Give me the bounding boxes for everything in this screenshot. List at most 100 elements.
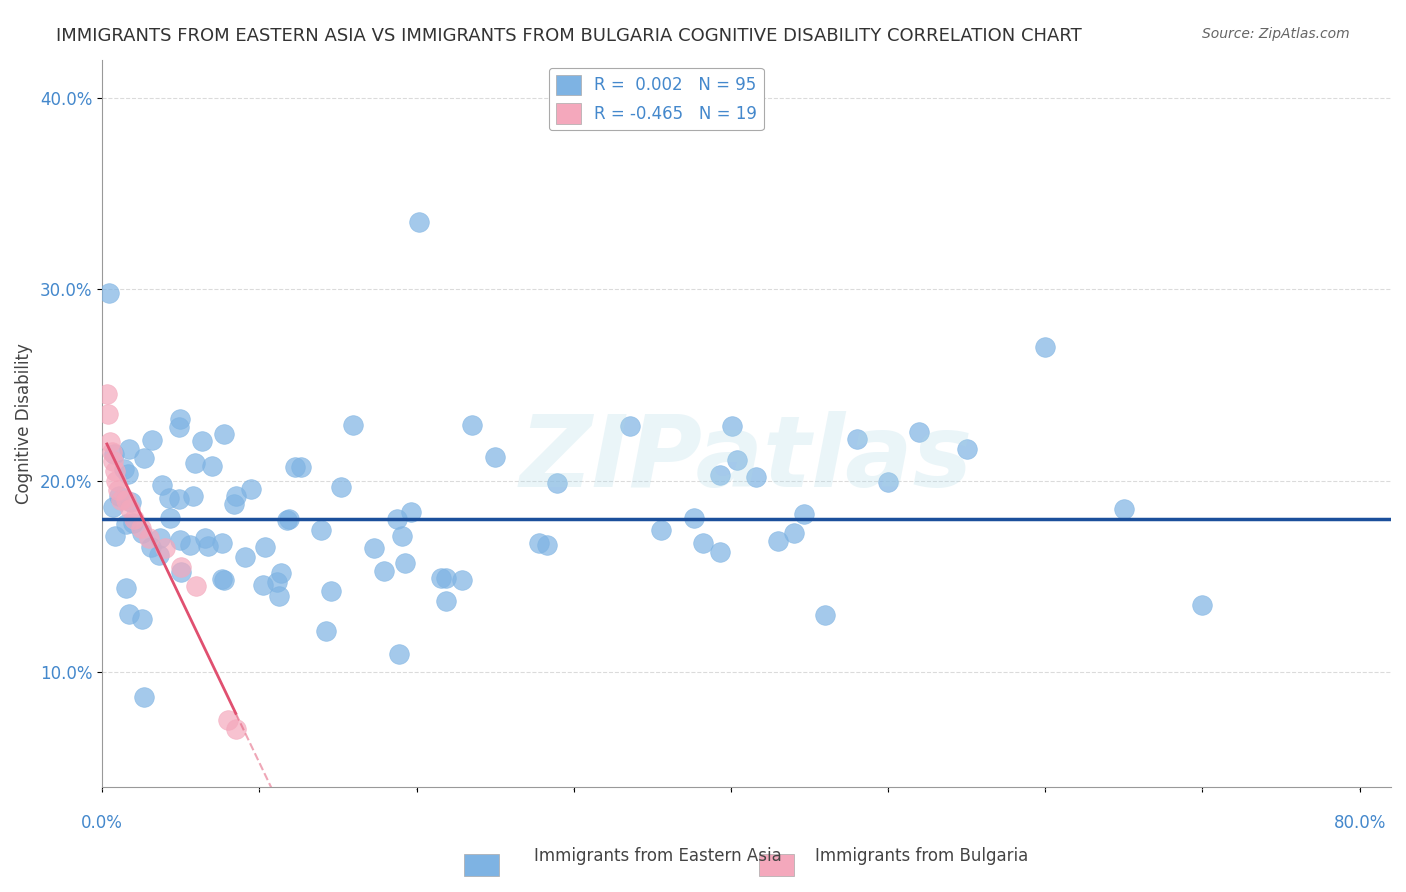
Point [132, 690, 155, 704]
Point [169, 491, 191, 506]
Point [214, 574, 236, 588]
Point [217, 713, 239, 727]
Point [484, 450, 506, 464]
Point [191, 434, 214, 449]
Point [131, 612, 153, 626]
Point [793, 507, 815, 521]
Point [399, 505, 422, 519]
Point [290, 460, 312, 475]
Point [148, 548, 170, 562]
Point [233, 550, 256, 565]
Point [408, 215, 430, 229]
Point [225, 723, 247, 737]
Point [122, 512, 145, 526]
Point [527, 535, 550, 549]
Point [157, 491, 180, 505]
Text: ZIPatlas: ZIPatlas [520, 411, 973, 508]
Point [105, 474, 128, 488]
Point [1112, 502, 1135, 516]
Point [114, 492, 136, 507]
Point [225, 489, 247, 503]
Point [159, 510, 181, 524]
Point [709, 545, 731, 559]
Point [101, 500, 124, 514]
Point [683, 511, 706, 525]
Point [110, 492, 132, 507]
Point [956, 442, 979, 456]
Point [877, 475, 900, 489]
Point [388, 648, 411, 662]
Point [118, 607, 141, 621]
Point [114, 516, 136, 531]
Point [276, 513, 298, 527]
Point [101, 454, 124, 468]
Point [766, 533, 789, 548]
Point [434, 593, 457, 607]
Point [814, 608, 837, 623]
Point [103, 447, 125, 461]
Point [619, 419, 641, 434]
Point [725, 453, 748, 467]
Point [118, 442, 141, 456]
Point [184, 456, 207, 470]
Point [430, 571, 453, 585]
Point [120, 494, 142, 508]
Point [363, 541, 385, 555]
Point [141, 541, 163, 555]
Point [212, 426, 235, 441]
Point [270, 566, 292, 580]
Point [278, 512, 301, 526]
Point [98, 285, 121, 300]
Text: 80.0%: 80.0% [1333, 814, 1386, 832]
Point [252, 578, 274, 592]
Point [104, 464, 127, 478]
Point [709, 468, 731, 483]
Point [1033, 340, 1056, 354]
Point [284, 460, 307, 475]
Point [169, 411, 191, 425]
Point [149, 531, 172, 545]
Point [385, 511, 408, 525]
Point [169, 533, 191, 547]
Point [181, 489, 204, 503]
Point [342, 417, 364, 432]
Point [112, 462, 135, 476]
Text: Immigrants from Bulgaria: Immigrants from Bulgaria [815, 847, 1029, 865]
Point [434, 571, 457, 585]
Text: IMMIGRANTS FROM EASTERN ASIA VS IMMIGRANTS FROM BULGARIA COGNITIVE DISABILITY CO: IMMIGRANTS FROM EASTERN ASIA VS IMMIGRAN… [56, 27, 1083, 45]
Point [650, 523, 672, 537]
Y-axis label: Cognitive Disability: Cognitive Disability [15, 343, 32, 504]
Point [153, 541, 176, 555]
Point [546, 475, 568, 490]
Point [131, 526, 153, 541]
Point [120, 502, 142, 516]
Point [394, 556, 416, 570]
Text: 0.0%: 0.0% [82, 814, 124, 832]
Point [117, 467, 139, 481]
Point [96, 387, 118, 401]
Point [391, 529, 413, 543]
Point [692, 536, 714, 550]
Point [132, 451, 155, 466]
Text: Source: ZipAtlas.com: Source: ZipAtlas.com [1202, 27, 1350, 41]
Point [1191, 598, 1213, 612]
Point [319, 583, 342, 598]
Point [186, 579, 208, 593]
Point [239, 482, 262, 496]
Point [131, 521, 153, 535]
Point [138, 531, 160, 545]
Point [744, 470, 766, 484]
Point [845, 432, 868, 446]
Point [201, 458, 224, 473]
Point [315, 624, 337, 638]
Point [783, 525, 806, 540]
Point [107, 483, 129, 497]
Point [908, 425, 931, 439]
Point [267, 589, 290, 603]
Point [179, 538, 201, 552]
Point [167, 420, 190, 434]
Point [150, 478, 173, 492]
Point [97, 407, 120, 421]
Point [266, 574, 288, 589]
Point [224, 498, 246, 512]
